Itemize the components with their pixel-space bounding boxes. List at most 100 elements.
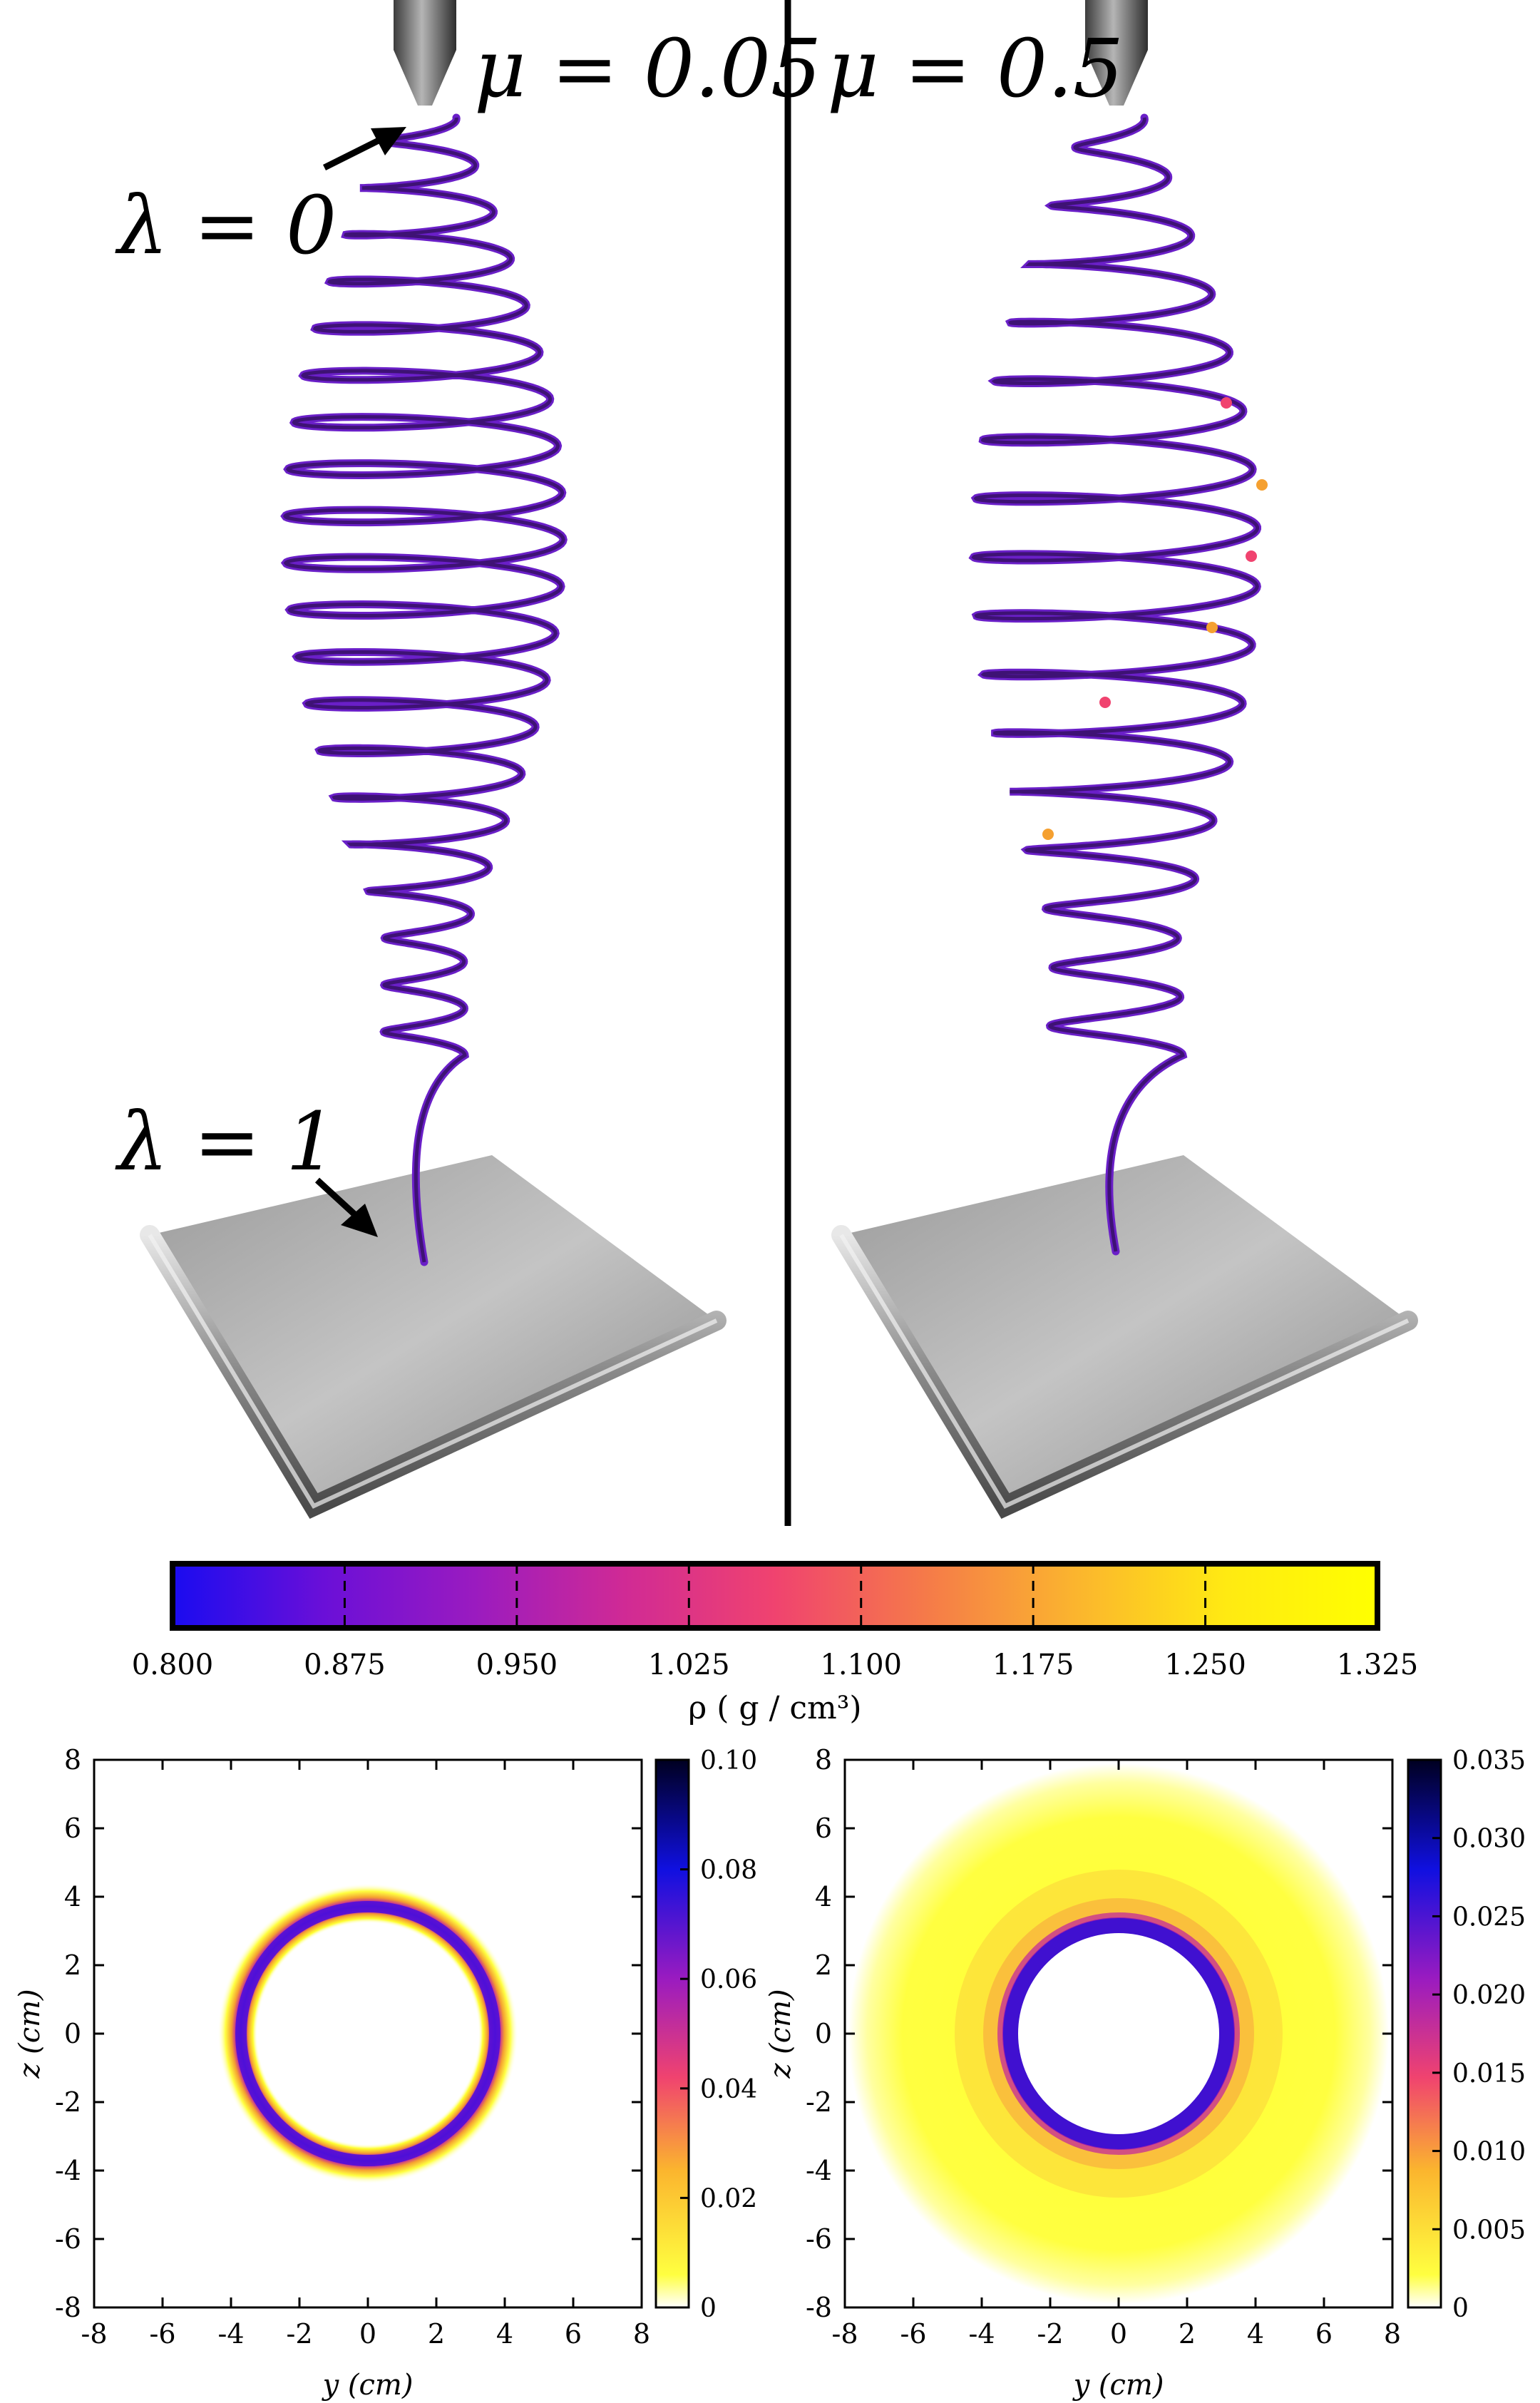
- density-colorbar-tick-label: 0.950: [476, 1649, 558, 1681]
- colorbar-tick-label: 0: [700, 2294, 717, 2323]
- density-colorbar-tick-label: 1.250: [1164, 1649, 1246, 1681]
- heatmap-left-ring: [215, 1880, 521, 2187]
- mu-label-left: μ = 0.05: [474, 23, 821, 116]
- colorbar-tick-label: 0.04: [700, 2075, 757, 2104]
- left-nozzle: [394, 0, 456, 106]
- y-tick-label: -8: [55, 2292, 81, 2323]
- x-tick-label: 6: [565, 2318, 582, 2350]
- x-tick-label: -4: [217, 2318, 244, 2350]
- left-coil: [280, 113, 568, 1266]
- colorbar-tick-label: 0.030: [1452, 1825, 1526, 1854]
- heatmap-left-xlabel: y (cm): [322, 2369, 414, 2402]
- x-tick-label: -8: [81, 2318, 107, 2350]
- x-tick-label: 8: [1384, 2318, 1401, 2350]
- density-colorbar-fill: [170, 1561, 1380, 1631]
- coil-hotspot: [1099, 697, 1111, 708]
- y-tick-label: -2: [806, 2086, 832, 2118]
- x-tick-label: 2: [428, 2318, 445, 2350]
- mu-label-right: μ = 0.5: [827, 23, 1124, 116]
- colorbar-tick-label: 0.015: [1452, 2059, 1526, 2089]
- coil-hotspot: [1221, 397, 1232, 409]
- colorbar-tick-label: 0.005: [1452, 2215, 1526, 2245]
- coil-hotspot: [1256, 479, 1268, 491]
- y-tick-label: -4: [806, 2155, 832, 2186]
- y-tick-label: -4: [55, 2155, 81, 2186]
- density-colorbar-tick-label: 1.325: [1337, 1649, 1419, 1681]
- colorbar-tick-label: 0.035: [1452, 1746, 1526, 1776]
- heatmap-right-ring-edge: [997, 1912, 1240, 2155]
- heatmap-right: -8 -6 -4 -2 0 2 4 6 8 8 6 4 2 0 -2 -4 -6 -8 y (cm) z (cm)…: [764, 1744, 1526, 2402]
- x-tick-label: -8: [831, 2318, 858, 2350]
- colorbar-tick-label: 0.02: [700, 2184, 757, 2213]
- density-colorbar-label: ρ ( g / cm³): [688, 1690, 861, 1726]
- x-tick-label: -6: [149, 2318, 175, 2350]
- y-tick-label: 4: [815, 1881, 832, 1912]
- heatmap-left-colorbar: [654, 1758, 690, 2309]
- right-coil-shade: [971, 117, 1259, 1252]
- arrow-lambda1: [314, 1177, 378, 1237]
- y-tick-label: 8: [64, 1744, 81, 1776]
- x-tick-label: 4: [1247, 2318, 1264, 2350]
- left-render: μ = 0.05 λ = 0 λ = 1: [115, 0, 821, 1519]
- right-render: μ = 0.5: [827, 0, 1418, 1519]
- heatmap-right-ylabel: z (cm): [764, 1989, 797, 2079]
- heatmap-right-ticks: -8 -6 -4 -2 0 2 4 6 8 8 6 4 2 0 -2 -4 -6 -8: [806, 1744, 1401, 2350]
- y-tick-label: 6: [64, 1813, 81, 1844]
- colorbar-tick-label: 0: [1452, 2294, 1469, 2323]
- x-tick-label: 2: [1179, 2318, 1196, 2350]
- x-tick-label: -4: [968, 2318, 995, 2350]
- x-tick-label: -6: [900, 2318, 926, 2350]
- arrow-lambda0: [322, 127, 406, 171]
- y-tick-label: 6: [815, 1813, 832, 1844]
- colorbar-tick-label: 0.020: [1452, 1981, 1526, 2010]
- heatmap-left-ticks: -8 -6 -4 -2 0 2 4 6 8 8 6 4 2 0 -2 -4 -6 -8: [55, 1744, 650, 2350]
- x-tick-label: 8: [633, 2318, 650, 2350]
- right-nozzle: [1085, 0, 1148, 106]
- right-plate: [831, 1155, 1418, 1519]
- left-coil-shade: [282, 117, 565, 1263]
- y-tick-label: 4: [64, 1881, 81, 1912]
- y-tick-label: 2: [64, 1949, 81, 1981]
- coil-hotspot: [1042, 829, 1054, 840]
- heatmap-left-ylabel: z (cm): [14, 1989, 46, 2079]
- heatmap-right-colorbar: [1407, 1758, 1442, 2309]
- x-tick-label: -2: [286, 2318, 312, 2350]
- colorbar-tick-label: 0.08: [700, 1856, 757, 1885]
- colorbar-tick-label: 0.025: [1452, 1902, 1526, 1932]
- heatmap-right-ring: [1002, 1917, 1235, 2150]
- y-tick-label: -6: [806, 2223, 832, 2255]
- heatmap-right-xlabel: y (cm): [1072, 2369, 1164, 2402]
- top-render-panels: μ = 0.05 λ = 0 λ = 1 μ = 0.5: [115, 0, 1418, 1526]
- density-colorbar-tick-label: 0.875: [304, 1649, 386, 1681]
- lambda-end-label: λ = 1: [115, 1096, 337, 1189]
- density-colorbar-tick-label: 1.175: [992, 1649, 1074, 1681]
- colorbar-tick-label: 0.06: [700, 1965, 757, 1994]
- colorbar-tick-label: 0.010: [1452, 2138, 1526, 2167]
- y-tick-label: 0: [64, 2018, 81, 2049]
- density-colorbar-tick-label: 0.800: [132, 1649, 214, 1681]
- heatmap-left-colorbar-ticks: 0.10 0.08 0.06 0.04 0.02 0: [680, 1746, 757, 2323]
- y-tick-label: -2: [55, 2086, 81, 2118]
- x-tick-label: 0: [359, 2318, 376, 2350]
- y-tick-label: 0: [815, 2018, 832, 2049]
- y-tick-label: -8: [806, 2292, 832, 2323]
- x-tick-label: 6: [1315, 2318, 1333, 2350]
- colorbar-tick-label: 0.10: [700, 1746, 757, 1776]
- x-tick-label: 4: [496, 2318, 513, 2350]
- heatmap-left: -8 -6 -4 -2 0 2 4 6 8 8 6 4 2 0 -2 -4 -6 -8 y (cm) z (cm)…: [14, 1744, 757, 2402]
- x-tick-label: -2: [1037, 2318, 1063, 2350]
- right-coil: [968, 113, 1261, 1256]
- y-tick-label: 2: [815, 1949, 832, 1981]
- heatmap-right-colorbar-ticks: 0.035 0.030 0.025 0.020 0.015 0.010 0.005 0: [1432, 1746, 1526, 2323]
- left-plate: [140, 1155, 727, 1519]
- y-tick-label: -6: [55, 2223, 81, 2255]
- density-colorbar-tick-label: 1.100: [820, 1649, 902, 1681]
- heatmap-left-ring-core: [235, 1901, 500, 2166]
- lambda-start-label: λ = 0: [115, 180, 337, 272]
- density-colorbar-ticks: 0.800 0.875 0.950 1.025 1.100 1.175 1.250 1.325: [132, 1564, 1419, 1681]
- density-colorbar: 0.800 0.875 0.950 1.025 1.100 1.175 1.250 1.325…: [132, 1561, 1419, 1726]
- y-tick-label: 8: [815, 1744, 832, 1776]
- right-coil-hotspots: [1042, 397, 1268, 840]
- x-tick-label: 0: [1110, 2318, 1127, 2350]
